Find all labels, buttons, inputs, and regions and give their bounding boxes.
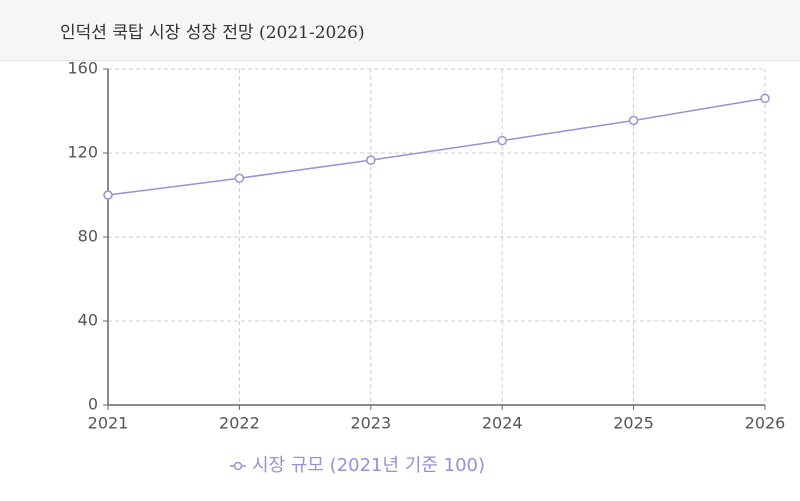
x-tick-label: 2022: [219, 414, 260, 433]
header: 인덕션 쿡탑 시장 성장 전망 (2021-2026): [0, 0, 800, 61]
point: [234, 173, 245, 183]
chart-title: 인덕션 쿡탑 시장 성장 전망 (2021-2026): [60, 23, 365, 43]
y-tick-label: 40: [78, 311, 98, 330]
y-tick-label: 80: [78, 227, 98, 246]
point: [103, 190, 113, 200]
point: [366, 155, 376, 165]
x-tick-label: 2025: [613, 414, 654, 433]
x-tick-label: 2024: [482, 414, 523, 433]
point: [760, 93, 770, 104]
line: [107, 97, 766, 196]
x-tick-label: 2021: [88, 414, 129, 433]
y-tick-label: 160: [67, 59, 98, 78]
legend-label: 시장 규모 (2021년 기준 100): [252, 455, 485, 476]
point: [628, 115, 639, 126]
y-tick-label: 0: [88, 395, 98, 414]
legend-marker: [233, 461, 243, 471]
point: [497, 135, 507, 146]
x-tick-label: 2026: [745, 414, 786, 433]
x-tick-label: 2023: [350, 414, 391, 433]
y-tick-label: 120: [67, 143, 98, 162]
